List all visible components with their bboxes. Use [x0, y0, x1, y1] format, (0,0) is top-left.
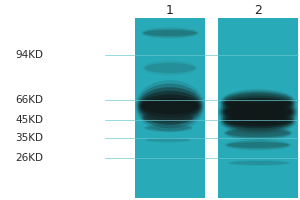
Text: 35KD: 35KD — [15, 133, 43, 143]
Bar — [135, 18, 205, 198]
Ellipse shape — [141, 27, 199, 39]
Ellipse shape — [225, 116, 291, 126]
Ellipse shape — [223, 94, 293, 112]
Ellipse shape — [224, 96, 292, 110]
Ellipse shape — [225, 98, 291, 108]
Ellipse shape — [146, 138, 190, 142]
Ellipse shape — [225, 127, 291, 139]
Ellipse shape — [220, 95, 296, 129]
Ellipse shape — [221, 98, 295, 126]
Ellipse shape — [224, 139, 292, 151]
Ellipse shape — [141, 94, 200, 118]
Text: 2: 2 — [254, 3, 262, 17]
Ellipse shape — [142, 98, 198, 114]
Ellipse shape — [218, 92, 298, 132]
Ellipse shape — [225, 106, 291, 118]
Ellipse shape — [227, 142, 289, 148]
Text: 26KD: 26KD — [15, 153, 43, 163]
Ellipse shape — [223, 101, 293, 123]
Text: 66KD: 66KD — [15, 95, 43, 105]
Ellipse shape — [145, 63, 196, 73]
Ellipse shape — [224, 90, 292, 106]
Ellipse shape — [143, 61, 197, 75]
Ellipse shape — [144, 124, 193, 132]
Ellipse shape — [144, 30, 196, 36]
Ellipse shape — [221, 91, 295, 115]
Ellipse shape — [141, 110, 194, 126]
Ellipse shape — [220, 107, 296, 135]
Text: 1: 1 — [166, 3, 174, 17]
Ellipse shape — [145, 125, 192, 131]
Ellipse shape — [225, 92, 291, 104]
Ellipse shape — [224, 103, 292, 121]
Ellipse shape — [224, 125, 292, 141]
Ellipse shape — [224, 114, 292, 128]
Ellipse shape — [138, 87, 202, 125]
Ellipse shape — [223, 112, 293, 130]
Ellipse shape — [229, 161, 289, 165]
Ellipse shape — [226, 141, 290, 149]
Ellipse shape — [228, 160, 290, 166]
Ellipse shape — [142, 112, 193, 124]
Ellipse shape — [226, 129, 290, 137]
Bar — [218, 18, 298, 198]
Ellipse shape — [135, 80, 205, 132]
Ellipse shape — [137, 84, 203, 128]
Text: 45KD: 45KD — [15, 115, 43, 125]
Ellipse shape — [139, 91, 201, 121]
Ellipse shape — [142, 29, 198, 37]
Ellipse shape — [220, 89, 296, 117]
Text: 94KD: 94KD — [15, 50, 43, 60]
Ellipse shape — [221, 109, 295, 133]
Ellipse shape — [143, 114, 192, 122]
Ellipse shape — [145, 137, 191, 143]
Ellipse shape — [226, 94, 290, 102]
